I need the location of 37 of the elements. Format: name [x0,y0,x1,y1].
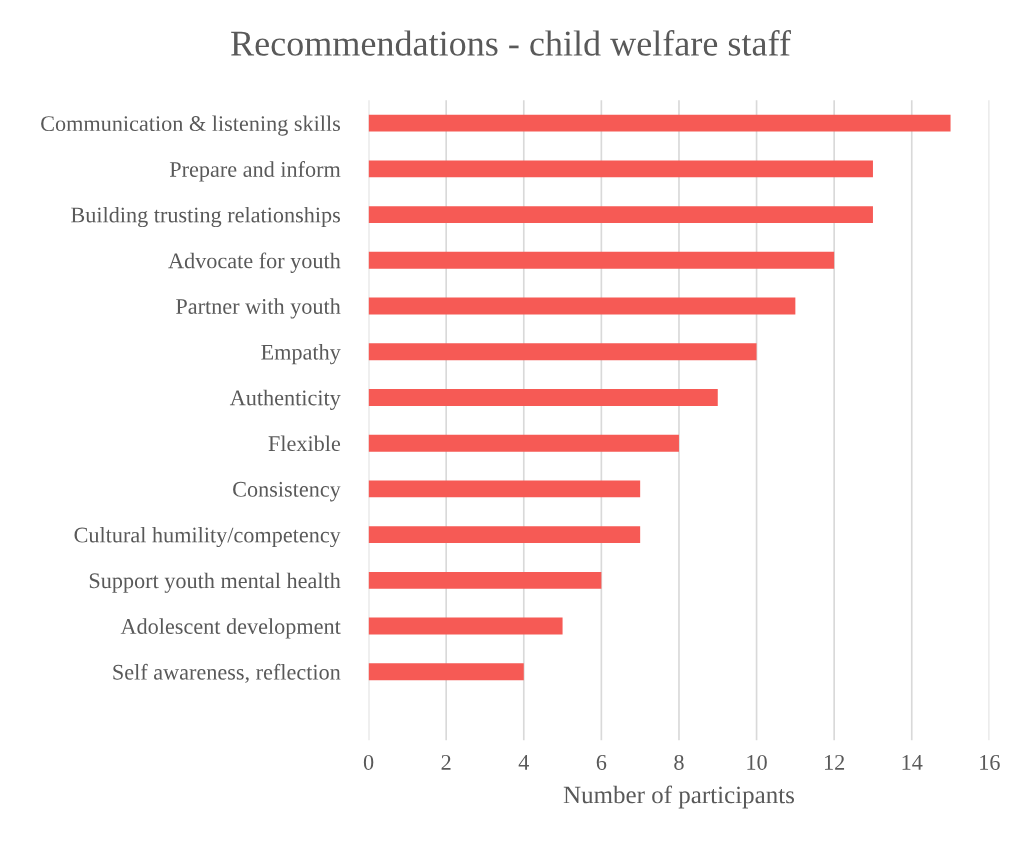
bar [368,571,602,589]
bar [368,526,641,544]
x-tick-label: 4 [518,755,529,770]
y-tick-label: Communication & listening skills [41,115,340,136]
x-tick-label: 16 [980,754,1000,770]
bar [368,206,873,224]
y-tick-label: Consistency [233,481,341,502]
y-tick-label: Advocate for youth [168,252,341,273]
x-axis-title: Number of participants [563,785,794,809]
x-tick-label: 10 [747,754,767,770]
y-tick-label: Adolescent development [120,618,341,639]
bar [368,663,524,681]
bar [368,434,679,452]
bar [368,297,796,315]
bar [368,389,718,406]
bar [368,114,951,132]
y-tick-label: Building trusting relationships [71,206,340,228]
bar [368,343,757,361]
bar [368,617,563,635]
y-tick-label: Self awareness, reflection [113,663,341,683]
bar [368,251,835,269]
y-tick-label: Authenticity [229,389,341,410]
x-tick-label: 12 [825,754,845,770]
bar [368,480,641,498]
x-tick-label: 2 [441,754,451,770]
y-tick-label: Flexible [268,435,341,452]
bar [368,160,873,178]
y-tick-label: Support youth mental health [89,572,341,593]
x-tick-label: 0 [363,754,374,770]
y-tick-label: Cultural humility/competency [74,526,341,548]
y-tick-label: Partner with youth [176,298,341,319]
x-tick-label: 6 [596,754,607,770]
x-tick-label: 14 [902,754,923,770]
y-tick-label: Prepare and inform [169,161,341,182]
chart-title: Recommendations - child welfare staff [231,30,791,56]
y-tick-label: Empathy [261,344,341,365]
x-tick-label: 8 [674,754,684,770]
